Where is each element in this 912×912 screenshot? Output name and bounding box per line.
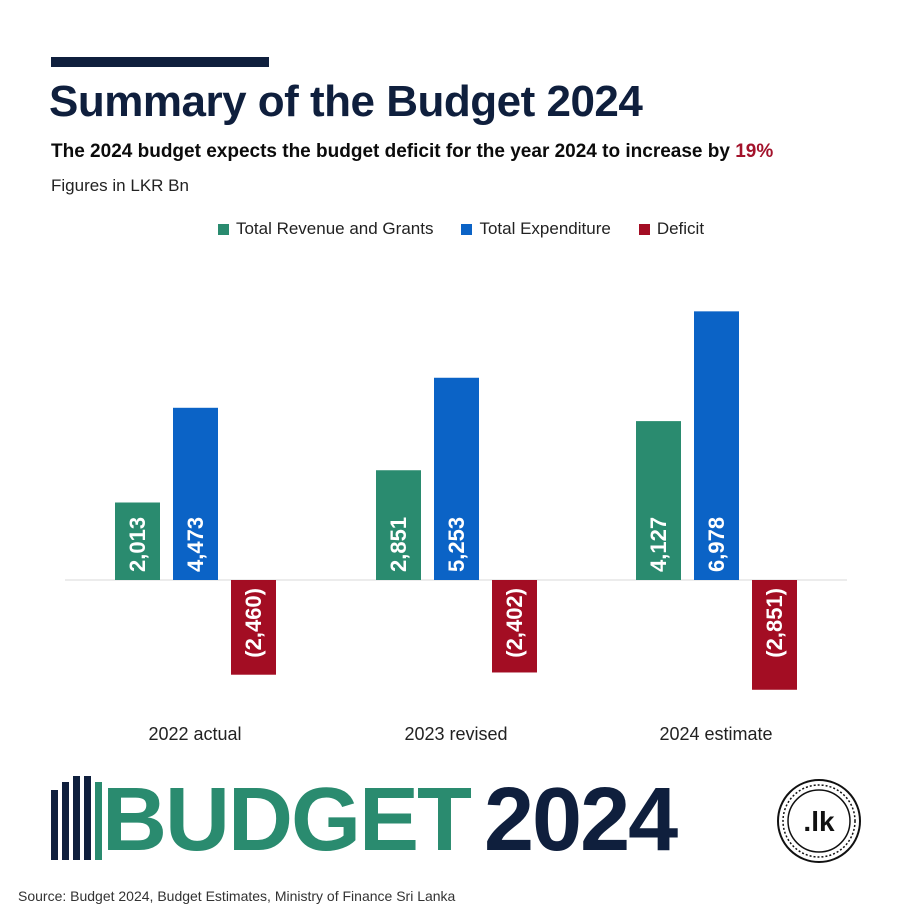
bar-revenue-2 (636, 421, 681, 580)
bar-revenue-1 (376, 470, 421, 580)
brand-stripes-icon (51, 776, 102, 860)
bar-label-expenditure-0: 4,473 (183, 517, 208, 572)
lk-seal-logo: .lk (777, 779, 861, 863)
subtitle-text: The 2024 budget expects the budget defic… (51, 141, 736, 162)
bar-label-deficit-0: (2,460) (241, 588, 266, 658)
legend-item-revenue: Total Revenue and Grants (217, 219, 434, 239)
legend-swatch-deficit (638, 223, 650, 235)
title-accent-rule (51, 57, 269, 67)
bar-deficit-0 (231, 580, 276, 675)
budget-2024-brand: BUDGET 2024 (51, 770, 678, 870)
units-note: Figures in LKR Bn (51, 176, 189, 195)
legend-swatch-revenue (217, 223, 229, 235)
bar-label-revenue-1: 2,851 (386, 517, 411, 572)
bar-label-expenditure-2: 6,978 (704, 517, 729, 572)
bar-label-deficit-1: (2,402) (502, 588, 527, 658)
source-note: Source: Budget 2024, Budget Estimates, M… (18, 888, 456, 904)
subtitle-highlight: 19% (735, 141, 774, 162)
legend-label-expenditure: Total Expenditure (479, 219, 611, 238)
bar-label-revenue-2: 4,127 (646, 517, 671, 572)
chart-legend: Total Revenue and Grants Total Expenditu… (5, 219, 912, 239)
page-title: Summary of the Budget 2024 (49, 77, 643, 126)
brand-word: BUDGET (102, 770, 472, 870)
bar-expenditure-1 (434, 377, 479, 580)
bar-label-revenue-0: 2,013 (125, 517, 150, 572)
legend-label-deficit: Deficit (656, 219, 705, 238)
seal-text: .lk (803, 806, 835, 837)
legend-item-deficit: Deficit (638, 219, 705, 239)
bar-label-expenditure-1: 5,253 (444, 517, 469, 572)
page-subtitle: The 2024 budget expects the budget defic… (51, 139, 773, 165)
legend-label-revenue: Total Revenue and Grants (235, 219, 434, 238)
bar-expenditure-0 (173, 407, 218, 580)
category-label-2: 2024 estimate (659, 724, 772, 744)
bar-deficit-1 (492, 580, 537, 673)
bar-deficit-2 (752, 580, 797, 690)
legend-swatch-expenditure (461, 223, 473, 235)
bar-revenue-0 (115, 502, 160, 580)
bar-label-deficit-2: (2,851) (762, 588, 787, 658)
budget-bar-chart: 2,013 4,473 (2,460) 2022 actual 2,851 5,253 (2… (65, 311, 847, 744)
bar-expenditure-2 (694, 311, 739, 580)
legend-item-expenditure: Total Expenditure (461, 219, 611, 239)
category-label-1: 2023 revised (404, 724, 507, 744)
brand-year: 2024 (484, 770, 678, 870)
category-label-0: 2022 actual (148, 724, 241, 744)
